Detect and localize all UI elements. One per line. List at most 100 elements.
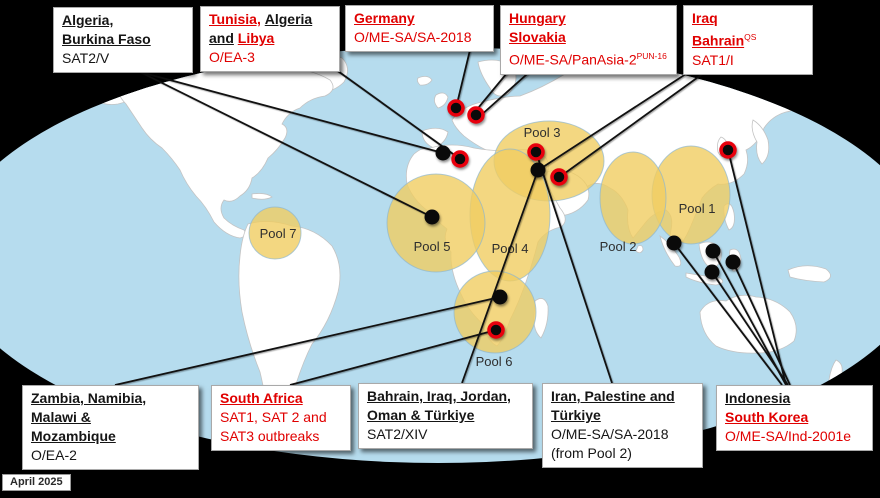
outbreak-dot bbox=[530, 162, 546, 178]
callout-row: O/ME-SA/SA-2018 bbox=[551, 425, 694, 444]
callout-row: O/EA-3 bbox=[209, 48, 331, 67]
callout-text: Zambia, Namibia, bbox=[31, 390, 147, 406]
connector-line bbox=[478, 66, 536, 118]
callout-row: SAT1, SAT 2 and bbox=[220, 408, 342, 427]
callout-text: Iran, Palestine and bbox=[551, 388, 675, 404]
outbreak-dot-ringed bbox=[467, 106, 485, 124]
connector-line bbox=[673, 242, 783, 386]
callout-iran-palestine-turkiye: Iran, Palestine and Türkiye O/ME-SA/SA-201… bbox=[542, 383, 703, 468]
callout-text: Mozambique bbox=[31, 428, 116, 444]
connector-line bbox=[139, 71, 433, 218]
callout-row: O/ME-SA/SA-2018 bbox=[354, 28, 485, 47]
connector-line bbox=[289, 329, 497, 386]
callout-iraq-bahrain: Iraq BahrainQS SAT1/I bbox=[683, 5, 813, 75]
callout-text: Bahrain bbox=[692, 32, 745, 49]
callout-row: BahrainQS bbox=[692, 28, 804, 51]
callout-text: Tunisia, bbox=[209, 11, 261, 27]
pool-label: Pool 2 bbox=[600, 239, 637, 254]
callout-row: O/ME-SA/PanAsia-2PUN-16 bbox=[509, 47, 668, 70]
callout-text: SAT3 outbreaks bbox=[220, 428, 320, 444]
connector-line bbox=[334, 68, 461, 160]
callout-text: SAT1/I bbox=[692, 51, 734, 68]
callout-text: Burkina Faso bbox=[62, 31, 151, 47]
callout-germany: Germany O/ME-SA/SA-2018 bbox=[345, 5, 494, 52]
callout-text: O/ME-SA/SA-2018 bbox=[354, 29, 472, 45]
pool-label: Pool 7 bbox=[260, 226, 297, 241]
callout-text: Slovakia bbox=[509, 29, 566, 45]
callout-row: O/ME-SA/Ind-2001e bbox=[725, 427, 864, 446]
callout-row: Tunisia, Algeria bbox=[209, 10, 331, 29]
callout-text: Hungary bbox=[509, 10, 566, 26]
outbreak-dot bbox=[666, 235, 682, 251]
connector-line bbox=[711, 271, 789, 386]
callout-text: Algeria, bbox=[62, 12, 114, 28]
connector-line bbox=[539, 69, 693, 170]
outbreak-dot-ringed bbox=[447, 99, 465, 117]
callout-text: SAT1, SAT 2 and bbox=[220, 409, 327, 425]
pool-region bbox=[599, 151, 667, 245]
pool-label: Pool 1 bbox=[679, 201, 716, 216]
outbreak-dot-ringed bbox=[527, 143, 545, 161]
callout-bahrain-iraq-jordan-oman-turkiye: Bahrain, Iraq, Jordan, Oman & Türkiye SAT2… bbox=[358, 383, 533, 449]
callout-algeria-burkina-faso: Algeria, Burkina Faso SAT2/V bbox=[53, 7, 193, 73]
callout-zambia-namibia-malawi-mozambique: Zambia, Namibia, Malawi & Mozambique O/EA-2 bbox=[22, 385, 199, 470]
pool-label: Pool 6 bbox=[476, 354, 513, 369]
callout-row: Malawi & bbox=[31, 408, 190, 427]
connector-line bbox=[461, 169, 539, 384]
callout-row: South Africa bbox=[220, 389, 342, 408]
connector-line bbox=[473, 66, 513, 114]
connector-line bbox=[732, 261, 791, 386]
pool-label: Pool 3 bbox=[524, 125, 561, 140]
callout-text: O/EA-3 bbox=[209, 49, 255, 65]
date-label: April 2025 bbox=[2, 474, 71, 491]
callout-row: Mozambique bbox=[31, 427, 190, 446]
callout-text: Libya bbox=[237, 30, 275, 46]
callout-text: QS bbox=[744, 32, 757, 42]
callout-row: Türkiye bbox=[551, 406, 694, 425]
outbreak-dot bbox=[704, 264, 720, 280]
connector-line bbox=[114, 296, 501, 386]
callout-south-africa: South Africa SAT1, SAT 2 and SAT3 outbreak… bbox=[211, 385, 351, 451]
callout-text: South Korea bbox=[725, 409, 809, 425]
callout-indonesia-south-korea: Indonesia South Korea O/ME-SA/Ind-2001e bbox=[716, 385, 873, 451]
callout-row: SAT1/I bbox=[692, 51, 804, 70]
callout-text: (from Pool 2) bbox=[551, 445, 632, 461]
callout-text: Iraq bbox=[692, 10, 718, 26]
outbreak-dot bbox=[424, 209, 440, 225]
connector-line bbox=[560, 69, 709, 177]
callout-text: O/ME-SA/PanAsia-2 bbox=[509, 51, 637, 68]
callout-row: Iraq bbox=[692, 9, 804, 28]
outbreak-dot bbox=[705, 243, 721, 259]
outbreak-dot bbox=[435, 145, 451, 161]
outbreak-dot-ringed bbox=[487, 321, 505, 339]
callout-row: O/EA-2 bbox=[31, 446, 190, 465]
callout-row: Oman & Türkiye bbox=[367, 406, 524, 425]
callout-row: Hungary bbox=[509, 9, 668, 28]
callout-text: Malawi & bbox=[31, 409, 91, 425]
callout-text: Germany bbox=[354, 10, 415, 26]
callout-text: Indonesia bbox=[725, 390, 791, 406]
connector-line bbox=[455, 49, 471, 109]
outbreak-dot-ringed bbox=[451, 150, 469, 168]
callout-tunisia-algeria-libya: Tunisia, Algeria and Libya O/EA-3 bbox=[200, 6, 340, 72]
callout-row: Bahrain, Iraq, Jordan, bbox=[367, 387, 524, 406]
callout-hungary-slovakia: Hungary Slovakia O/ME-SA/PanAsia-2PUN-16 bbox=[500, 5, 677, 75]
callout-row: Slovakia bbox=[509, 28, 668, 47]
callout-text: SAT2/V bbox=[62, 50, 110, 66]
callout-row: Indonesia bbox=[725, 389, 864, 408]
connector-lines bbox=[114, 49, 791, 386]
callout-row: Algeria, bbox=[62, 11, 184, 30]
callout-row: SAT3 outbreaks bbox=[220, 427, 342, 446]
connector-line bbox=[727, 149, 787, 386]
callout-text: O/EA-2 bbox=[31, 447, 77, 463]
connector-line bbox=[139, 71, 444, 154]
callout-text: Bahrain, Iraq, Jordan, bbox=[367, 388, 511, 404]
callout-row: (from Pool 2) bbox=[551, 444, 694, 463]
pool-region bbox=[453, 270, 537, 354]
callout-text: O/ME-SA/SA-2018 bbox=[551, 426, 669, 442]
callout-row: Iran, Palestine and bbox=[551, 387, 694, 406]
callout-text: PUN-16 bbox=[636, 51, 667, 61]
